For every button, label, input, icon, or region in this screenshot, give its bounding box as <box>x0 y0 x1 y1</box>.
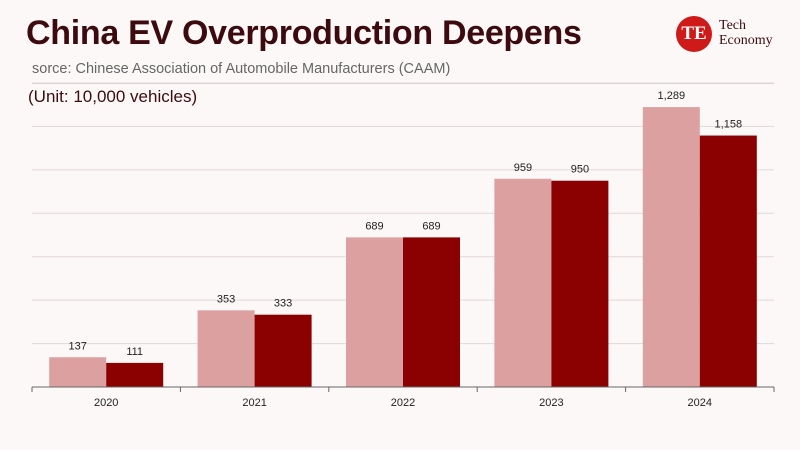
data-label: 950 <box>571 164 589 176</box>
x-tick-label: 2022 <box>391 397 415 409</box>
logo-wordmark: Tech Economy <box>719 18 785 48</box>
data-label: 1,289 <box>658 90 686 102</box>
data-label: 689 <box>422 220 440 232</box>
bar <box>494 178 552 387</box>
logo-line-2: Economy <box>719 33 773 48</box>
tech-economy-logo[interactable]: TE Tech Economy <box>676 16 786 52</box>
data-label: 137 <box>69 340 87 352</box>
bar <box>346 237 403 387</box>
x-tick-label: 2020 <box>94 397 118 409</box>
bar <box>699 135 757 387</box>
te-logo-icon: TE <box>676 16 712 52</box>
data-label: 1,158 <box>715 119 743 131</box>
data-label: 353 <box>217 293 235 305</box>
data-label: 689 <box>365 220 383 232</box>
x-tick-label: 2024 <box>688 397 712 409</box>
x-tick-label: 2023 <box>539 397 563 409</box>
bar <box>49 357 107 387</box>
chart-title: China EV Overproduction Deepens <box>26 14 582 52</box>
logo-line-1: Tech <box>719 18 747 33</box>
bar <box>403 237 460 387</box>
bar <box>642 107 700 388</box>
bar <box>197 310 255 387</box>
data-label: 333 <box>274 298 292 310</box>
source-note: sorce: Chinese Association of Automobile… <box>32 61 451 77</box>
x-tick-label: 2021 <box>242 397 266 409</box>
bar <box>254 314 312 387</box>
unit-label: (Unit: 10,000 vehicles) <box>28 87 198 106</box>
data-label: 111 <box>126 346 143 358</box>
bar <box>551 180 609 387</box>
data-label: 959 <box>514 162 532 174</box>
bar <box>106 362 164 387</box>
